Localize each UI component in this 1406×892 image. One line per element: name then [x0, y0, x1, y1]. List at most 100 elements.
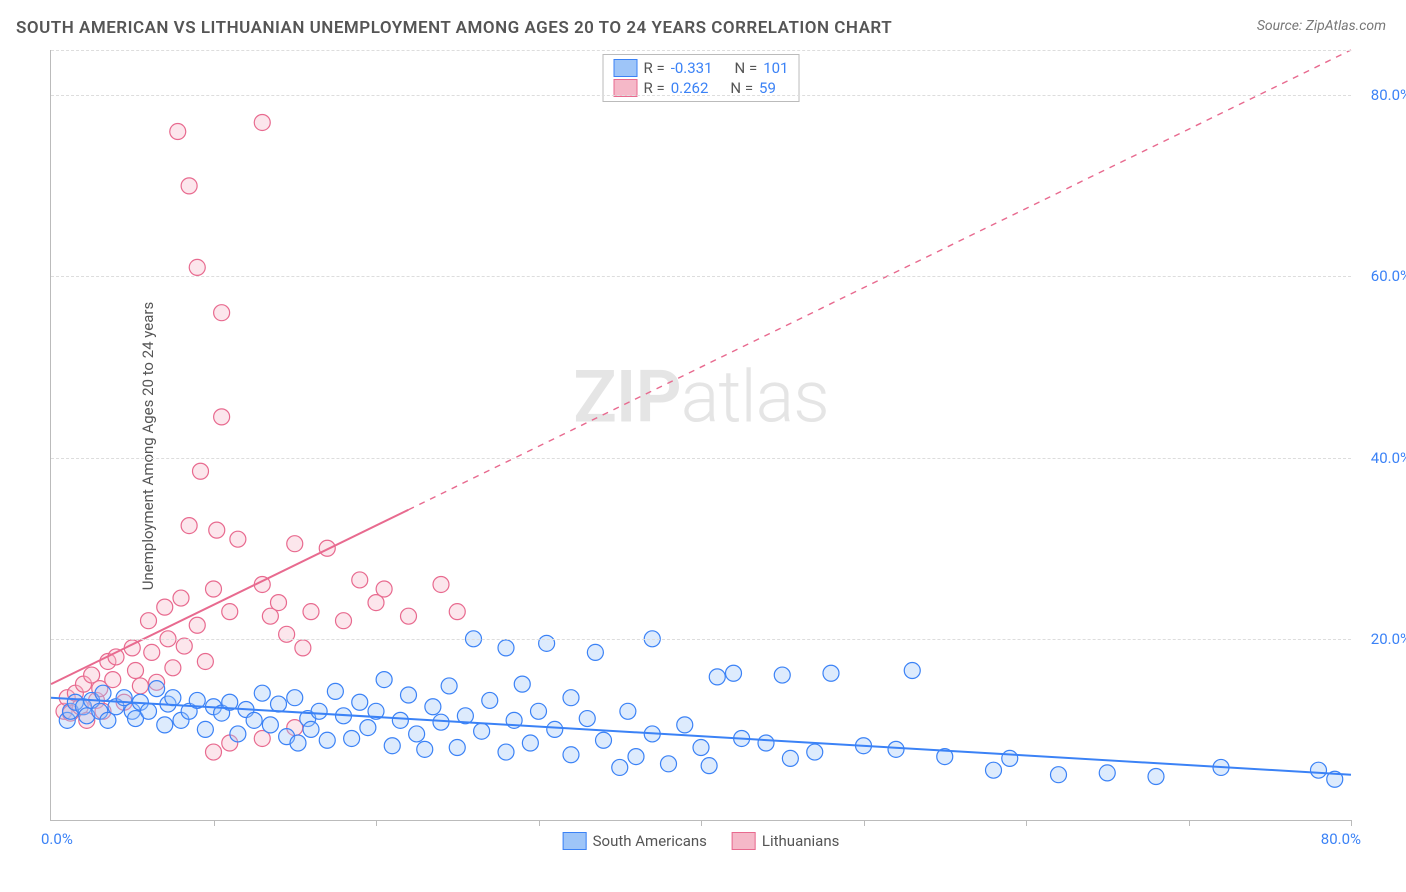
data-point [563, 690, 579, 706]
data-point [693, 740, 709, 756]
legend-label-sa: South Americans [593, 832, 707, 850]
data-point [206, 581, 222, 597]
data-point [1099, 765, 1115, 781]
data-point [336, 613, 352, 629]
data-point [563, 747, 579, 763]
data-point [170, 124, 186, 140]
data-point [262, 717, 278, 733]
xtick [701, 820, 702, 826]
legend-label-li: Lithuanians [762, 832, 839, 850]
ytick-label: 80.0% [1356, 86, 1406, 104]
data-point [327, 683, 343, 699]
data-point [1051, 767, 1067, 783]
data-point [181, 518, 197, 534]
data-point [514, 676, 530, 692]
r-label: R = [644, 59, 665, 77]
data-point [401, 687, 417, 703]
data-point [449, 604, 465, 620]
data-point [344, 730, 360, 746]
data-point [376, 581, 392, 597]
data-point [271, 595, 287, 611]
data-point [547, 721, 563, 737]
data-point [173, 590, 189, 606]
data-point [254, 114, 270, 130]
xtick [1351, 820, 1352, 826]
data-point [197, 653, 213, 669]
data-point [474, 723, 490, 739]
data-point [352, 572, 368, 588]
data-point [189, 259, 205, 275]
n-value-sa: 101 [763, 59, 788, 77]
series-legend: South Americans Lithuanians [563, 832, 840, 850]
data-point [782, 750, 798, 766]
r-value-sa: -0.331 [671, 59, 713, 77]
data-point [176, 638, 192, 654]
ytick-label: 60.0% [1356, 267, 1406, 285]
data-point [774, 667, 790, 683]
xtick [864, 820, 865, 826]
data-point [701, 758, 717, 774]
data-point [441, 678, 457, 694]
data-point [360, 720, 376, 736]
data-point [587, 644, 603, 660]
data-point [193, 463, 209, 479]
data-point [1002, 750, 1018, 766]
xtick [1026, 820, 1027, 826]
data-point [986, 762, 1002, 778]
xtick [1189, 820, 1190, 826]
data-point [522, 735, 538, 751]
data-point [271, 696, 287, 712]
x-origin-label: 0.0% [41, 830, 73, 848]
data-point [628, 749, 644, 765]
data-point [230, 531, 246, 547]
data-point [661, 756, 677, 772]
data-point [392, 712, 408, 728]
data-point [95, 685, 111, 701]
data-point [209, 522, 225, 538]
data-point [279, 626, 295, 642]
data-point [319, 540, 335, 556]
data-point [726, 665, 742, 681]
data-point [290, 735, 306, 751]
data-point [758, 735, 774, 751]
data-point [433, 714, 449, 730]
data-point [165, 690, 181, 706]
gridline [51, 50, 1351, 51]
data-point [425, 699, 441, 715]
data-point [311, 703, 327, 719]
swatch-south-americans [563, 832, 587, 850]
data-point [206, 744, 222, 760]
swatch-south-americans [614, 59, 638, 77]
data-point [1311, 762, 1327, 778]
data-point [807, 744, 823, 760]
data-point [612, 759, 628, 775]
data-point [157, 599, 173, 615]
data-point [141, 703, 157, 719]
data-point [319, 732, 335, 748]
data-point [449, 740, 465, 756]
plot-area: ZIPatlas R = -0.331 N = 101 R = 0.262 N … [50, 50, 1351, 821]
data-point [141, 613, 157, 629]
data-point [165, 660, 181, 676]
data-point [144, 644, 160, 660]
data-point [214, 409, 230, 425]
data-point [149, 681, 165, 697]
data-point [128, 663, 144, 679]
data-point [287, 536, 303, 552]
data-point [620, 703, 636, 719]
ytick-label: 20.0% [1356, 630, 1406, 648]
data-point [888, 741, 904, 757]
legend-item-south-americans: South Americans [563, 832, 707, 850]
data-point [295, 640, 311, 656]
data-point [384, 738, 400, 754]
x-max-label: 80.0% [1321, 830, 1361, 848]
plot-svg [51, 50, 1351, 820]
ytick-label: 40.0% [1356, 449, 1406, 467]
data-point [904, 663, 920, 679]
xtick [376, 820, 377, 826]
n-label: N = [735, 59, 758, 77]
data-point [230, 726, 246, 742]
data-point [376, 672, 392, 688]
gridline [51, 639, 1351, 640]
data-point [482, 692, 498, 708]
